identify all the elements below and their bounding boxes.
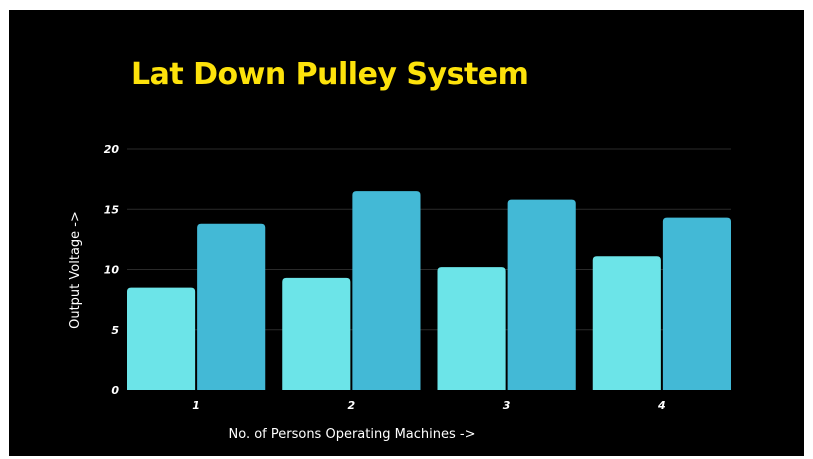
chart-slide: Lat Down Pulley System 0 5 10 15 20 1 2 3 4 No.…	[9, 10, 804, 456]
y-axis-ticks: 0 5 10 15 20	[104, 143, 120, 397]
bar-cat-4-series-1	[592, 256, 661, 390]
bar-cat-2-series-1	[282, 277, 351, 390]
y-tick-label: 10	[104, 264, 120, 277]
bar-cat-3-series-1	[437, 267, 506, 390]
bar-cat-2-series-2	[352, 191, 421, 390]
y-tick-label: 5	[111, 324, 119, 337]
bar-cat-1-series-1	[127, 287, 196, 390]
bar-chart: 0 5 10 15 20 1 2 3 4 No. of Persons Operating M…	[68, 143, 731, 442]
x-tick-label: 3	[503, 399, 511, 412]
bar-cat-1-series-2	[197, 223, 266, 390]
chart-title: Lat Down Pulley System	[131, 57, 529, 92]
x-axis-label: No. of Persons Operating Machines ->	[229, 427, 476, 442]
bars	[127, 191, 731, 390]
bar-cat-4-series-2	[662, 217, 731, 390]
x-tick-label: 2	[348, 399, 356, 412]
y-tick-label: 0	[111, 384, 119, 397]
x-tick-label: 1	[192, 399, 200, 412]
bar-cat-3-series-2	[507, 199, 576, 390]
y-tick-label: 15	[104, 203, 120, 216]
y-axis-label: Output Voltage ->	[68, 211, 83, 329]
y-tick-label: 20	[104, 143, 120, 156]
x-tick-label: 4	[657, 399, 666, 412]
x-axis-ticks: 1 2 3 4	[192, 399, 665, 412]
